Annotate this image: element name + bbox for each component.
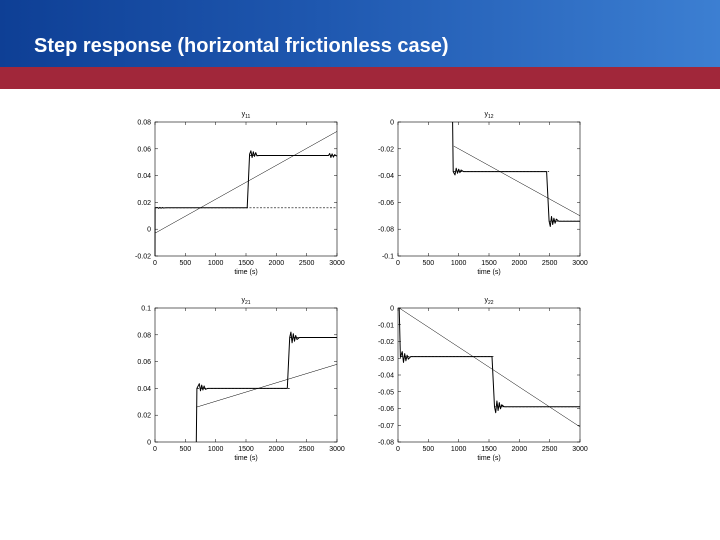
slide-title: Step response (horizontal frictionless c… — [34, 35, 449, 57]
header-stripe — [0, 67, 720, 89]
y-tick-label: -0.04 — [378, 173, 394, 180]
x-tick-label: 500 — [422, 446, 434, 453]
subplot-title-main: y — [484, 111, 488, 118]
subplot-4: 0 500 1000 1500 2000 2500 3000 -0.08 -0.07 -0.06 -… — [378, 297, 588, 462]
y-tick-label: 0.04 — [137, 386, 151, 393]
x-axis-label: time (s) — [477, 269, 500, 276]
x-tick-label: 1000 — [208, 446, 224, 453]
x-tick-label: 1500 — [238, 260, 254, 267]
x-tick-label: 1500 — [481, 260, 497, 267]
x-tick-label: 0 — [153, 446, 157, 453]
x-axis-label: time (s) — [234, 269, 257, 276]
x-tick-label: 2500 — [299, 446, 315, 453]
plot-frame — [397, 307, 581, 443]
slide-header — [0, 0, 720, 67]
plot-frame — [154, 307, 338, 443]
x-tick-label: 1000 — [451, 260, 467, 267]
series-line-4 — [453, 145, 581, 217]
y-tick-label: -0.06 — [378, 200, 394, 207]
x-tick-label: 2000 — [269, 260, 285, 267]
series-line-4 — [154, 131, 338, 234]
x-tick-label: 2000 — [512, 260, 528, 267]
x-tick-label: 0 — [396, 446, 400, 453]
y-tick-label: 0.08 — [137, 332, 151, 339]
y-tick-label: 0.08 — [137, 120, 151, 127]
x-tick-label: 2500 — [299, 260, 315, 267]
y-tick-label: -0.08 — [378, 227, 394, 234]
y-tick-label: -0.01 — [378, 322, 394, 329]
y-tick-label: -0.03 — [378, 356, 394, 363]
x-tick-label: 500 — [179, 446, 191, 453]
x-tick-label: 1500 — [238, 446, 254, 453]
y-tick-label: 0.06 — [137, 146, 151, 153]
y-tick-label: 0.02 — [137, 413, 151, 420]
y-tick-label: 0.06 — [137, 359, 151, 366]
plot-frame — [397, 121, 581, 257]
y-tick-label: -0.02 — [135, 254, 151, 261]
y-tick-label: -0.05 — [378, 389, 394, 396]
series-line-1 — [154, 150, 338, 257]
y-tick-label: 0.02 — [137, 200, 151, 207]
x-tick-label: 1000 — [451, 446, 467, 453]
x-tick-label: 1500 — [481, 446, 497, 453]
y-tick-label: 0 — [147, 227, 151, 234]
subplot-title: y21 — [241, 297, 250, 306]
subplot-title-main: y — [484, 297, 488, 304]
series-line-1 — [195, 331, 337, 443]
y-tick-label: -0.04 — [378, 373, 394, 380]
subplot-title-sub: 21 — [245, 300, 251, 306]
x-tick-label: 1000 — [208, 260, 224, 267]
subplot-title-sub: 11 — [245, 114, 250, 120]
plot-frame — [154, 121, 338, 257]
subplot-title: y11 — [242, 111, 251, 120]
x-tick-label: 3000 — [329, 446, 345, 453]
subplot-2: 0 500 1000 1500 2000 2500 3000 -0.1 -0.08 -0.06 -0… — [378, 111, 588, 276]
x-tick-label: 500 — [179, 260, 191, 267]
y-tick-label: -0.1 — [382, 254, 394, 261]
subplot-title-main: y — [241, 297, 245, 304]
x-tick-label: 3000 — [572, 446, 588, 453]
subplot-title-sub: 12 — [488, 114, 494, 120]
x-axis-label: time (s) — [477, 455, 500, 462]
y-tick-label: 0.04 — [137, 173, 151, 180]
x-tick-label: 2500 — [542, 446, 558, 453]
y-tick-label: -0.08 — [378, 440, 394, 447]
subplot-title: y12 — [484, 111, 493, 120]
series-line-1 — [452, 121, 580, 227]
subplot-title-sub: 22 — [488, 300, 494, 306]
x-tick-label: 0 — [153, 260, 157, 267]
subplot-title-main: y — [242, 111, 246, 118]
x-tick-label: 0 — [396, 260, 400, 267]
y-tick-label: -0.02 — [378, 146, 394, 153]
y-tick-label: -0.02 — [378, 339, 394, 346]
subplot-1: 0 500 1000 1500 2000 2500 3000-0.0200.020.040.… — [135, 111, 345, 276]
series-line-4 — [399, 307, 581, 428]
x-tick-label: 2500 — [542, 260, 558, 267]
subplot-title: y22 — [484, 297, 493, 306]
y-tick-label: 0 — [390, 306, 394, 313]
y-tick-label: 0 — [147, 440, 151, 447]
subplot-3: 0 500 1000 1500 2000 2500 3000 0 0.02 0.04 0.06 0.0… — [137, 297, 345, 462]
x-tick-label: 2000 — [269, 446, 285, 453]
x-tick-label: 3000 — [329, 260, 345, 267]
y-tick-label: 0.1 — [141, 306, 151, 313]
y-tick-label: 0 — [390, 120, 394, 127]
x-tick-label: 2000 — [512, 446, 528, 453]
x-tick-label: 3000 — [572, 260, 588, 267]
x-axis-label: time (s) — [234, 455, 257, 462]
y-tick-label: -0.06 — [378, 406, 394, 413]
series-line-4 — [196, 364, 338, 408]
y-tick-label: -0.07 — [378, 423, 394, 430]
x-tick-label: 500 — [422, 260, 434, 267]
